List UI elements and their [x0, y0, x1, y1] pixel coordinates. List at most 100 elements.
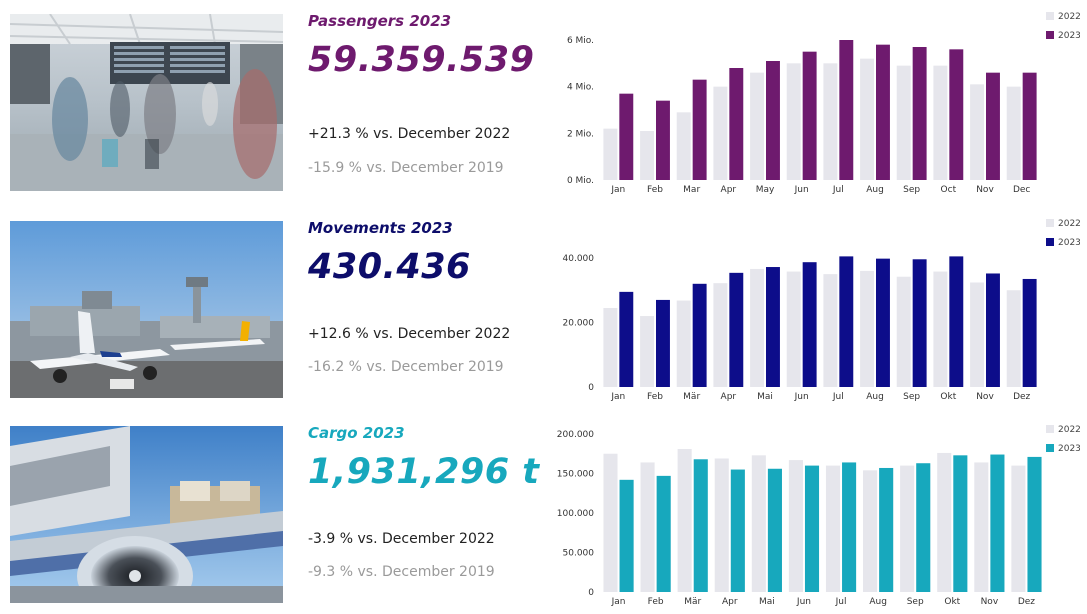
passengers-bar-2023-Oct [949, 49, 964, 181]
movements-legend-label-2023: 2023 [1058, 238, 1080, 248]
movements-bar-2022-Okt [933, 271, 948, 387]
movements-bar-2022-Jul [823, 274, 838, 387]
passengers-bar-2023-May [766, 61, 780, 180]
passengers-vs-2019: -15.9 % vs. December 2019 [308, 160, 504, 176]
cargo-legend-swatch-2022 [1046, 425, 1054, 433]
cargo-bar-2022-Nov [974, 462, 989, 592]
cargo-bar-2023-Sep [916, 463, 931, 592]
passengers-bar-2023-Aug [876, 44, 890, 180]
passengers-x-tick-label: Dec [1013, 185, 1030, 195]
cargo-x-tick-label: Feb [648, 597, 664, 607]
cargo-bar-2023-Feb [656, 475, 671, 592]
cargo-bar-2022-Aug [863, 470, 878, 592]
cargo-bar-2023-Dez [1027, 456, 1042, 592]
movements-bar-2023-Mai [766, 267, 780, 387]
passengers-x-tick-label: May [756, 185, 775, 195]
cargo-bar-2023-Mär [693, 459, 708, 592]
passengers-y-tick-label: 4 Mio. [567, 83, 594, 93]
passengers-x-tick-label: Jul [832, 185, 844, 195]
passengers-y-tick-label: 2 Mio. [567, 129, 594, 139]
cargo-bar-2022-Dez [1011, 465, 1026, 592]
passengers-bar-2022-Nov [970, 84, 984, 180]
movements-bar-2023-Jun [802, 262, 817, 387]
cargo-loading-photo [10, 426, 283, 603]
movements-x-tick-label: Mai [757, 392, 773, 402]
cargo-bar-2023-Apr [730, 469, 745, 592]
passengers-bar-2023-Feb [656, 100, 670, 180]
movements-x-tick-label: Feb [647, 392, 663, 402]
cargo-y-tick-label: 50.000 [563, 549, 595, 559]
movements-bar-2023-Apr [729, 272, 744, 387]
passengers-x-tick-label: Oct [941, 185, 957, 195]
cargo-bar-2022-Okt [937, 452, 952, 592]
passengers-bar-2023-Jan [619, 93, 634, 180]
cargo-legend-swatch-2023 [1046, 444, 1054, 452]
cargo-bar-2023-Jul [842, 462, 857, 592]
movements-title: Movements 2023 [308, 219, 453, 237]
cargo-y-tick-label: 200.000 [557, 430, 594, 440]
passengers-bar-2022-Jul [823, 63, 838, 181]
movements-x-tick-label: Nov [976, 392, 994, 402]
cargo-x-tick-label: Jun [796, 597, 811, 607]
cargo-x-tick-label: Okt [944, 597, 960, 607]
passengers-bar-2022-Dec [1006, 86, 1021, 180]
movements-legend-swatch-2023 [1046, 238, 1054, 246]
movements-bar-2022-Feb [640, 316, 654, 387]
movements-bar-2023-Dez [1022, 278, 1037, 387]
movements-y-tick-label: 20.000 [563, 319, 595, 329]
cargo-bar-2022-Feb [640, 462, 655, 592]
movements-y-tick-label: 40.000 [563, 254, 595, 264]
passengers-bar-2023-Apr [729, 68, 744, 180]
passengers-bar-2023-Jun [802, 51, 817, 180]
cargo-x-tick-label: Dez [1018, 597, 1035, 607]
movements-bar-2022-Nov [970, 282, 984, 387]
movements-bar-2023-Sep [912, 259, 927, 387]
cargo-chart: 0 50.000 100.000 150.000 200.000 Jan Feb Mär Apr… [540, 420, 1080, 612]
cargo-x-tick-label: Apr [722, 597, 738, 607]
cargo-x-tick-label: Jul [835, 597, 847, 607]
movements-bar-2022-Dez [1006, 290, 1021, 387]
passengers-bar-chart: 0 Mio. 2 Mio. 4 Mio. 6 Mio. Jan Feb Mar Apr May J… [567, 12, 1080, 195]
cargo-total: 1,931,296 t [308, 452, 540, 492]
cargo-x-tick-label: Aug [869, 597, 887, 607]
cargo-legend-label-2022: 2022 [1058, 425, 1080, 435]
movements-bar-2022-Mär [676, 300, 691, 387]
cargo-x-tick-label: Sep [907, 597, 924, 607]
passengers-stats: Passengers 2023 59.359.539 +21.3 % vs. D… [308, 12, 568, 192]
passengers-yoy-change: +21.3 % vs. December 2022 [308, 126, 511, 142]
movements-bar-2022-Jan [603, 307, 618, 387]
cargo-title: Cargo 2023 [308, 424, 405, 442]
movements-legend-label-2022: 2022 [1058, 219, 1080, 229]
movements-bar-2022-Mai [750, 268, 764, 387]
passengers-bar-2022-Sep [896, 65, 911, 180]
passengers-x-tick-label: Apr [721, 185, 737, 195]
cargo-vs-2019: -9.3 % vs. December 2019 [308, 564, 495, 580]
passengers-bar-2022-Aug [860, 58, 874, 180]
cargo-bar-2023-Aug [879, 467, 894, 592]
passengers-bar-2022-May [750, 72, 764, 180]
movements-bar-2023-Feb [656, 299, 670, 387]
cargo-x-tick-label: Mär [684, 597, 701, 607]
movements-x-tick-label: Sep [903, 392, 920, 402]
passengers-x-tick-label: Aug [866, 185, 884, 195]
movements-bar-2022-Apr [713, 283, 728, 387]
cargo-bar-2022-Jun [788, 460, 803, 592]
movements-bar-2023-Jul [839, 256, 854, 387]
movements-bar-2022-Jun [786, 271, 801, 387]
passengers-legend-swatch-2022 [1046, 12, 1054, 20]
movements-x-tick-label: Okt [940, 392, 956, 402]
cargo-bar-chart: 0 50.000 100.000 150.000 200.000 Jan Feb Mär Apr… [557, 425, 1080, 607]
passengers-y-tick-label: 0 Mio. [567, 176, 594, 186]
cargo-yoy-change: -3.9 % vs. December 2022 [308, 531, 495, 547]
movements-x-tick-label: Jun [794, 392, 809, 402]
movements-bar-2023-Mär [692, 283, 707, 387]
movements-x-tick-label: Aug [866, 392, 884, 402]
passengers-bar-2023-Jul [839, 40, 854, 180]
passengers-bar-2022-Oct [933, 65, 948, 180]
passengers-x-tick-label: Jan [610, 185, 625, 195]
airport-apron-photo [10, 221, 283, 398]
passengers-x-tick-label: Mar [683, 185, 700, 195]
movements-total: 430.436 [308, 247, 471, 287]
movements-bar-2022-Aug [860, 270, 874, 387]
passengers-bar-2022-Apr [713, 86, 728, 180]
